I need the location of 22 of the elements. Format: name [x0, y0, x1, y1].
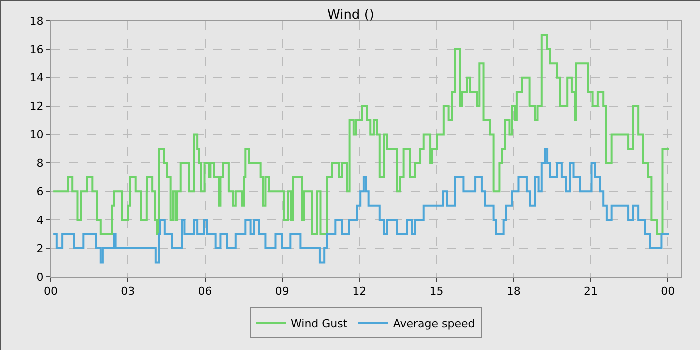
x-tick-label: 09	[275, 285, 290, 298]
y-tick-label: 0	[36, 270, 44, 284]
y-tick-label: 10	[30, 128, 44, 142]
y-tick-label: 2	[36, 242, 44, 256]
legend-label: Average speed	[393, 318, 476, 331]
y-tick-label: 16	[30, 43, 44, 56]
y-tick-label: 4	[36, 214, 44, 227]
x-tick-label: 15	[430, 285, 444, 298]
x-tick-label: 00	[661, 285, 676, 298]
x-tick-label: 12	[352, 285, 367, 298]
x-tick-label: 21	[584, 285, 598, 298]
y-tick-label: 6	[36, 186, 44, 199]
chart-title: Wind ()	[328, 8, 374, 23]
y-tick-label: 14	[30, 72, 44, 85]
legend-label: Wind Gust	[291, 318, 348, 331]
x-tick-label: 06	[198, 285, 212, 298]
x-tick-label: 03	[121, 285, 136, 298]
y-tick-label: 18	[30, 14, 44, 28]
x-tick-label: 00	[44, 285, 58, 298]
x-tick-label: 18	[506, 285, 521, 298]
y-tick-label: 8	[36, 157, 44, 170]
y-tick-label: 12	[30, 100, 44, 114]
